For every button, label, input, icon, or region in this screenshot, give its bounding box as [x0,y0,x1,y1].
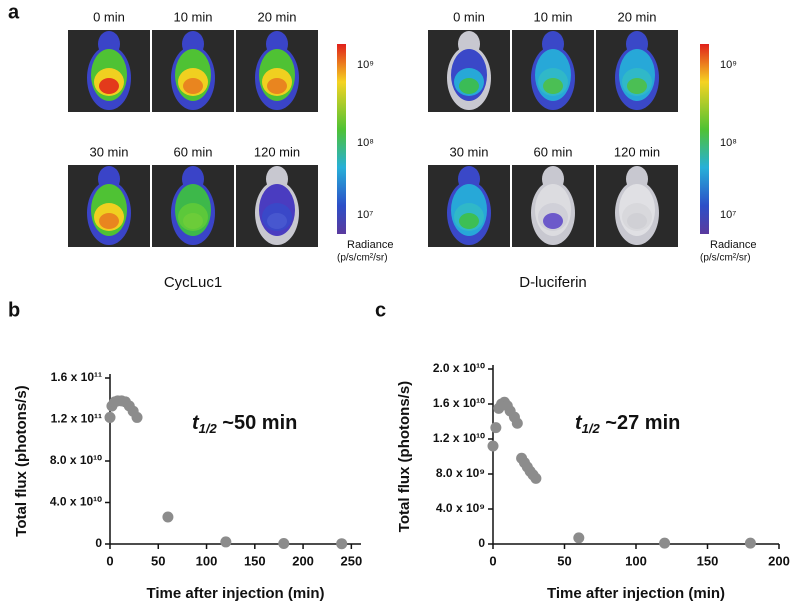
time-label: 0 min [93,9,125,24]
time-label: 120 min [614,144,660,159]
data-point [131,411,143,423]
x-tick-label: 200 [292,553,314,568]
data-point [336,538,348,550]
colorbar-tick-label: 10⁹ [357,59,374,71]
y-tick-label: 8.0 x 10⁹ [436,466,485,480]
x-tick-label: 100 [196,553,218,568]
time-label: 30 min [89,144,128,159]
data-point [573,532,585,544]
signal [99,78,119,94]
data-point [104,411,116,423]
data-point [530,472,542,484]
colorbar-tick-label: 10⁷ [720,209,736,221]
y-tick-label: 1.2 x 10¹⁰ [433,431,485,445]
time-label: 20 min [257,9,296,24]
signal [627,213,647,229]
colorbar-tick-label: 10⁷ [357,209,373,221]
time-label: 0 min [453,9,485,24]
time-label: 20 min [617,9,656,24]
data-point [487,440,499,452]
signal [267,213,287,229]
signal [99,213,119,229]
signal [543,213,563,229]
data-point [490,422,502,434]
signal [459,213,479,229]
x-axis-label: Time after injection (min) [547,585,725,602]
panel-label: b [8,299,20,321]
group-caption: D-luciferin [519,274,587,291]
x-tick-label: 150 [697,553,719,568]
y-tick-label: 2.0 x 10¹⁰ [433,361,485,375]
x-tick-label: 0 [106,553,113,568]
signal [627,78,647,94]
annotation-symbol: t [192,412,200,434]
colorbar-tick-label: 10⁸ [720,137,737,149]
colorbar-title: Radiance [710,239,756,251]
annotation-text: ~27 min [600,412,681,434]
data-point [511,417,523,429]
y-tick-label: 0 [478,536,485,550]
x-tick-label: 250 [340,553,362,568]
x-tick-label: 50 [557,553,571,568]
signal [267,78,287,94]
annotation-text: ~50 min [217,412,298,434]
time-label: 60 min [533,144,572,159]
y-tick-label: 4.0 x 10⁹ [436,501,485,515]
time-label: 30 min [449,144,488,159]
x-tick-label: 200 [768,553,790,568]
signal [183,78,203,94]
x-tick-label: 50 [151,553,165,568]
colorbar-units: (p/s/cm²/sr) [337,253,388,264]
x-tick-label: 100 [625,553,647,568]
colorbar [337,44,346,234]
time-label: 120 min [254,144,300,159]
colorbar [700,44,709,234]
signal [183,213,203,229]
data-point [278,537,290,549]
y-tick-label: 0 [95,536,102,550]
data-point [162,511,174,523]
time-label: 10 min [173,9,212,24]
panel-label: a [8,1,20,23]
y-tick-label: 4.0 x 10¹⁰ [50,495,102,509]
time-label: 10 min [533,9,572,24]
signal [543,78,563,94]
y-axis-label: Total flux (photons/s) [13,385,30,536]
colorbar-units: (p/s/cm²/sr) [700,253,751,264]
y-tick-label: 8.0 x 10¹⁰ [50,453,102,467]
data-point [744,537,756,549]
x-axis-label: Time after injection (min) [146,585,324,602]
y-tick-label: 1.2 x 10¹¹ [51,412,102,426]
annotation: t1/2 ~27 min [575,412,680,436]
y-tick-label: 1.6 x 10¹⁰ [433,396,485,410]
signal [459,78,479,94]
colorbar-tick-label: 10⁹ [720,59,737,71]
panel-label: c [375,299,386,321]
colorbar-title: Radiance [347,239,393,251]
annotation: t1/2 ~50 min [192,412,297,436]
time-label: 60 min [173,144,212,159]
y-axis-label: Total flux (photons/s) [396,381,413,532]
data-point [220,536,232,548]
annotation-subscript: 1/2 [199,421,218,436]
colorbar-tick-label: 10⁸ [357,137,374,149]
annotation-subscript: 1/2 [582,421,601,436]
x-tick-label: 150 [244,553,266,568]
group-caption: CycLuc1 [164,274,222,291]
data-point [659,537,671,549]
x-tick-label: 0 [489,553,496,568]
y-tick-label: 1.6 x 10¹¹ [51,370,102,384]
annotation-symbol: t [575,412,583,434]
